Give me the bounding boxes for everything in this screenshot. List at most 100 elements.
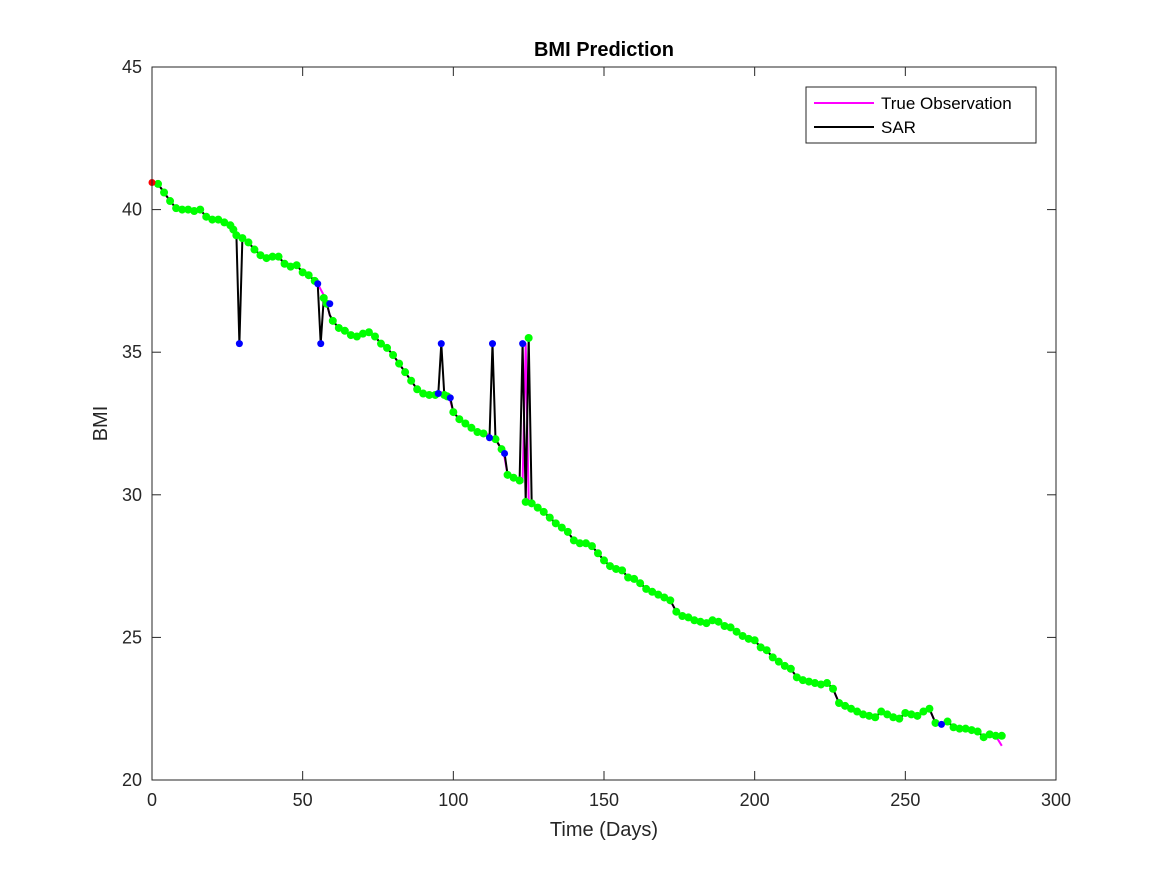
x-axis-title: Time (Days) [550,819,658,841]
legend: True Observation SAR [805,86,1037,144]
green-data-point [895,714,904,723]
green-data-point [461,419,470,428]
green-data-point [600,556,608,565]
green-data-point [395,359,404,368]
green-data-point [539,507,548,516]
green-data-point [871,713,880,722]
green-data-point [244,238,253,247]
y-tick-label: 20 [122,770,142,790]
green-data-point [847,704,856,713]
green-data-point [792,673,801,682]
green-data-point [756,643,765,652]
green-data-point [660,593,669,602]
blue-data-point [937,720,945,728]
green-data-point [919,707,928,716]
green-data-point [786,664,795,673]
x-axis-ticks: 0 50 100 150 200 250 300 [147,67,1071,810]
green-data-point [377,339,386,348]
y-tick-label: 40 [122,200,142,220]
green-data-point [979,733,988,742]
green-data-point [997,731,1006,740]
green-data-point [196,205,205,214]
green-data-point [178,205,187,214]
green-data-point [551,519,560,528]
green-data-point [473,428,482,437]
green-data-point [726,623,735,632]
legend-label-sar: SAR [881,118,916,137]
green-data-point [238,234,247,243]
y-tick-label: 45 [122,57,142,77]
green-data-point [154,179,163,188]
green-data-point [762,646,771,655]
green-data-point [304,271,313,280]
green-data-point [865,711,874,720]
green-data-point [654,590,663,599]
green-data-point [298,268,307,277]
blue-data-point [485,434,493,442]
green-data-point [708,616,717,625]
green-data-point [684,613,693,622]
green-data-point [630,574,639,583]
green-data-point [678,612,687,621]
green-data-point [907,710,916,719]
green-data-point [545,513,554,522]
green-data-point [949,723,958,732]
blue-data-point [317,340,325,348]
green-data-point [696,617,705,626]
blue-data-point [446,394,454,402]
green-data-point [774,657,783,666]
green-data-point [967,726,976,735]
green-data-point [816,680,825,689]
y-tick-label: 25 [122,627,142,647]
green-data-point [160,188,169,197]
legend-label-true-observation: True Observation [881,94,1012,113]
green-data-point [883,710,892,719]
green-data-point [925,704,934,713]
green-data-point [503,470,512,479]
green-data-point [479,429,488,438]
green-data-point [931,718,940,727]
green-data-point [407,376,416,385]
blue-data-point [326,300,334,308]
blue-data-point [434,390,442,398]
green-data-point [961,724,970,733]
green-data-point [364,328,373,337]
green-data-point [467,423,476,432]
green-data-point [268,252,277,261]
green-data-point [292,261,301,270]
green-data-point [274,252,283,261]
green-data-point [232,231,241,240]
green-data-point [744,634,753,643]
green-data-point [804,677,813,686]
marker-layer [148,179,1006,742]
green-data-point [346,331,355,340]
green-data-point [214,215,223,224]
green-data-point [280,259,289,268]
green-data-point [190,207,199,216]
green-data-point [352,332,361,341]
green-data-point [184,205,193,214]
green-data-point [672,607,681,616]
green-data-point [286,262,295,271]
legend-box [805,86,1037,144]
green-data-point [334,323,343,332]
green-data-point [768,653,777,662]
green-data-point [612,564,621,573]
green-data-point [859,710,868,719]
green-data-point [262,254,271,263]
blue-data-point [519,340,527,348]
green-data-point [642,584,651,593]
green-data-point [624,573,633,582]
green-data-point [340,326,349,335]
green-data-point [449,408,458,417]
green-data-point [720,621,729,630]
green-data-point [835,698,844,707]
green-data-point [455,415,464,424]
plot-area [152,67,1056,780]
green-data-point [413,385,422,394]
green-data-point [913,711,922,720]
chart-title: BMI Prediction [534,39,674,61]
y-axis-ticks: 20 25 30 35 40 45 [122,57,1056,790]
green-data-point [202,212,211,221]
